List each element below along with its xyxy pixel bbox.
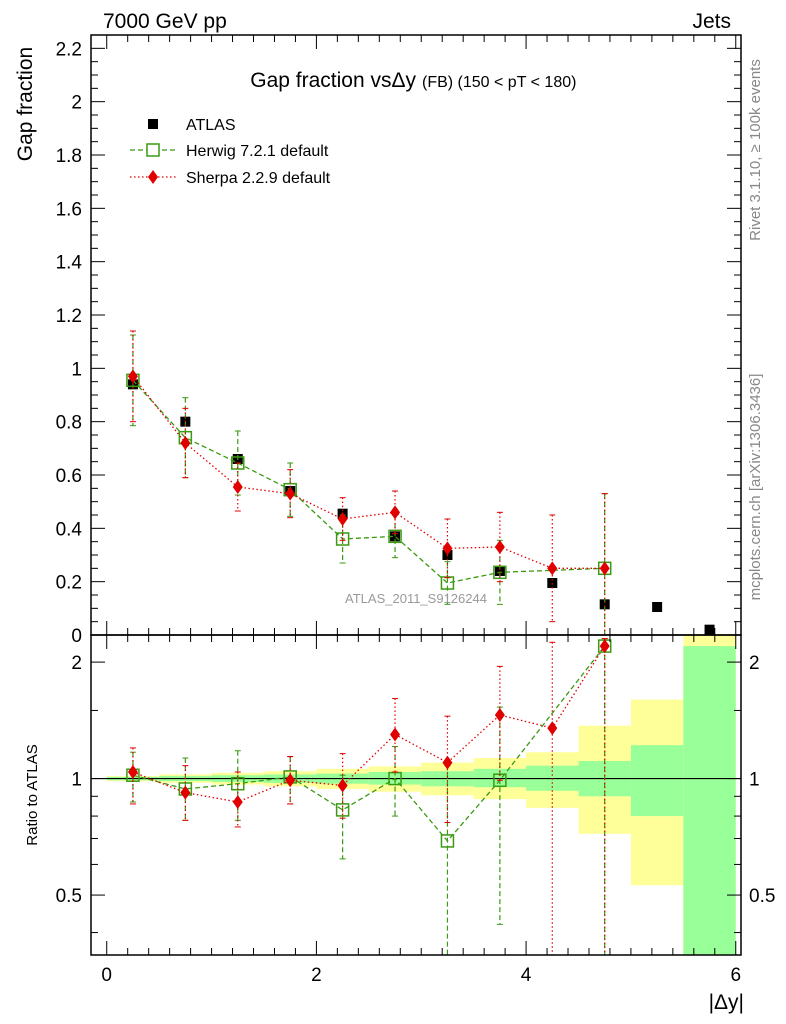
data-point (390, 531, 401, 542)
sherpa-ratio-line (132, 645, 606, 803)
sherpa-ratio-point (390, 727, 401, 742)
legend-sherpa-label: Sherpa 2.2.9 default (186, 170, 331, 187)
herwig-point (440, 576, 455, 590)
herwig-point (493, 565, 507, 580)
rivet-label: Rivet 3.1.10, ≥ 100k events (747, 59, 764, 241)
y-tick-label: 0 (71, 626, 82, 647)
sherpa-ratio-point (232, 794, 243, 809)
y-tick-label: 1 (71, 359, 82, 380)
legend-herwig-marker (146, 143, 160, 157)
sherpa-point (494, 540, 505, 554)
sherpa-point (442, 541, 453, 556)
data-point (494, 566, 505, 576)
y-axis-label: Gap fraction (14, 47, 37, 161)
sherpa-point (599, 561, 610, 576)
axis-ticks: 0 0.2 0.4 0.6 0.8 1 1.2 1.4 1.6 1.8 2 2.2 0 2 4 6 0.5 0.5… (56, 34, 775, 986)
legend-atlas-label: ATLAS (186, 117, 236, 134)
mcplots-label: mcplots.cern.ch [arXiv:1306.3436] (747, 374, 764, 601)
legend-sherpa-marker (148, 170, 158, 184)
ratio-y-tick-label-left: 1 (71, 770, 82, 791)
sherpa-ratio-point (337, 778, 348, 793)
analysis-watermark: ATLAS_2011_S9126244 (345, 591, 487, 606)
green-band-bin (630, 745, 684, 817)
herwig-ratio-point (493, 773, 507, 788)
x-tick-label: 0 (101, 965, 112, 986)
y-tick-label: 0.8 (56, 413, 82, 434)
herwig-ratio-point (388, 771, 402, 786)
sherpa-ratio-point (599, 639, 610, 654)
green-band-bin (683, 646, 736, 955)
y-tick-label: 1.4 (56, 253, 83, 274)
legend-herwig-label: Herwig 7.2.1 default (186, 143, 329, 160)
sherpa-ratio-point (127, 764, 138, 779)
x-tick-label: 4 (521, 965, 532, 986)
data-point (704, 624, 715, 635)
y-tick-label: 0.4 (56, 519, 83, 540)
sherpa-point (232, 480, 243, 494)
ratio-y-tick-label-left: 2 (71, 653, 82, 674)
sherpa-point (390, 505, 401, 520)
herwig-ratio-line (132, 645, 606, 842)
y-tick-label: 1.2 (56, 306, 82, 327)
header-right: Jets (692, 10, 731, 33)
y-tick-label: 1.8 (56, 146, 82, 167)
header-left: 7000 GeV pp (103, 10, 227, 33)
sherpa-ratio-point (494, 707, 505, 722)
x-axis-label: |Δy| (709, 991, 744, 1014)
y-tick-label: 1.6 (56, 199, 82, 220)
sherpa-ratio-point (180, 785, 191, 800)
herwig-ratio-point (335, 803, 350, 817)
herwig-point (388, 529, 402, 544)
ratio-y-tick-label-right: 1 (749, 770, 760, 791)
y-tick-label: 0.6 (56, 466, 82, 487)
legend-atlas-marker (148, 119, 158, 129)
sherpa-point (547, 561, 558, 576)
y-tick-label: 2 (71, 93, 82, 114)
sherpa-point (337, 512, 348, 526)
ratio-y-axis-label: Ratio to ATLAS (24, 744, 41, 845)
sherpa-point (180, 436, 191, 450)
ratio-y-tick-label-left: 0.5 (56, 886, 82, 907)
y-tick-label: 0.2 (56, 573, 82, 594)
sherpa-ratio-point (442, 755, 453, 770)
ratio-y-tick-label-right: 2 (749, 653, 760, 674)
chart-subtitle: (FB) (150 < pT < 180) (422, 74, 576, 91)
sherpa-series-line (132, 375, 605, 569)
sherpa-ratio-point (547, 721, 558, 736)
x-tick-label: 6 (730, 965, 741, 986)
chart-title: Gap fraction vsΔy (250, 69, 416, 92)
data-series-layer (91, 330, 741, 956)
herwig-ratio-point (231, 776, 245, 791)
herwig-point (231, 456, 245, 470)
sherpa-point (285, 486, 296, 501)
legend: ATLAS Herwig 7.2.1 default Sherpa 2.2.9 … (130, 117, 331, 187)
herwig-series-line (132, 379, 605, 584)
herwig-ratio-point (440, 834, 455, 848)
data-point (652, 602, 663, 612)
herwig-point (335, 532, 350, 546)
ratio-plot-frame (90, 634, 742, 956)
x-tick-label: 2 (311, 965, 322, 986)
sherpa-ratio-point (285, 773, 296, 788)
y-tick-label: 2.2 (56, 39, 82, 60)
sherpa-point (127, 369, 138, 384)
ratio-y-tick-label-right: 0.5 (749, 886, 775, 907)
data-point (599, 599, 610, 610)
